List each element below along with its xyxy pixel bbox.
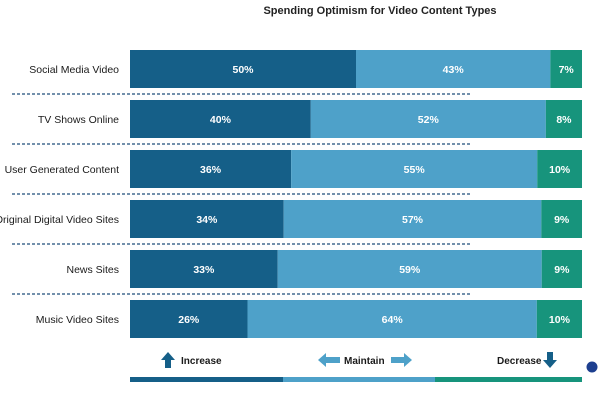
legend-strip-increase (130, 377, 283, 382)
legend-strip-maintain (283, 377, 435, 382)
data-label-maintain-original-digital-video-sites: 57% (402, 214, 424, 226)
data-label-decrease-tv-shows-online: 8% (556, 114, 572, 126)
dot-marker (586, 361, 598, 373)
data-label-decrease-news-sites: 9% (554, 264, 570, 276)
bar-maintain-music-video-sites (247, 300, 537, 338)
arrow-left-icon (318, 353, 340, 367)
bar-maintain-social-media-video (356, 50, 551, 88)
data-label-maintain-news-sites: 59% (399, 264, 421, 276)
category-label-news-sites: News Sites (66, 264, 119, 276)
data-label-maintain-tv-shows-online: 52% (418, 114, 440, 126)
data-label-increase-music-video-sites: 26% (178, 314, 200, 326)
data-label-increase-news-sites: 33% (193, 264, 215, 276)
bar-maintain-original-digital-video-sites (283, 200, 542, 238)
bar-increase-social-media-video (130, 50, 356, 88)
bar-increase-music-video-sites (130, 300, 248, 338)
data-label-decrease-original-digital-video-sites: 9% (554, 214, 570, 226)
data-label-increase-tv-shows-online: 40% (210, 114, 232, 126)
category-label-music-video-sites: Music Video Sites (36, 314, 119, 326)
arrow-right-icon (391, 353, 412, 367)
data-label-increase-original-digital-video-sites: 34% (196, 214, 218, 226)
bar-decrease-music-video-sites (536, 300, 582, 338)
data-label-increase-social-media-video: 50% (232, 64, 254, 76)
bar-maintain-user-generated-content (291, 150, 538, 188)
bar-decrease-social-media-video (550, 50, 582, 88)
data-label-maintain-social-media-video: 43% (443, 64, 465, 76)
category-label-original-digital-video-sites: Original Digital Video Sites (0, 214, 119, 226)
bar-decrease-user-generated-content (537, 150, 582, 188)
bar-increase-user-generated-content (130, 150, 292, 188)
bars-area: Social Media Video TV Shows Online User Ge… (0, 50, 582, 338)
bar-increase-tv-shows-online (130, 100, 311, 138)
category-label-user-generated-content: User Generated Content (5, 164, 119, 176)
bar-increase-original-digital-video-sites (130, 200, 284, 238)
category-labels: Social Media Video TV Shows Online User Ge… (0, 64, 119, 326)
bar-maintain-tv-shows-online (310, 100, 546, 138)
data-label-decrease-social-media-video: 7% (559, 64, 575, 76)
legend: Increase Maintain Decrease (130, 352, 598, 382)
arrow-up-icon (161, 352, 175, 368)
data-label-decrease-user-generated-content: 10% (549, 164, 571, 176)
bar-decrease-original-digital-video-sites (541, 200, 582, 238)
legend-label-increase: Increase (181, 356, 222, 367)
legend-strip-decrease (435, 377, 582, 382)
legend-label-decrease: Decrease (497, 356, 542, 367)
data-label-maintain-music-video-sites: 64% (382, 314, 404, 326)
arrow-down-icon (543, 352, 557, 368)
bar-decrease-tv-shows-online (545, 100, 582, 138)
category-label-tv-shows-online: TV Shows Online (38, 114, 119, 126)
data-label-maintain-user-generated-content: 55% (404, 164, 426, 176)
data-label-increase-user-generated-content: 36% (200, 164, 222, 176)
legend-label-maintain: Maintain (344, 356, 385, 367)
chart-title: Spending Optimism for Video Content Type… (263, 5, 496, 17)
category-label-social-media-video: Social Media Video (29, 64, 119, 76)
bar-increase-news-sites (130, 250, 278, 288)
data-label-decrease-music-video-sites: 10% (549, 314, 571, 326)
bar-decrease-news-sites (541, 250, 582, 288)
bar-maintain-news-sites (277, 250, 542, 288)
